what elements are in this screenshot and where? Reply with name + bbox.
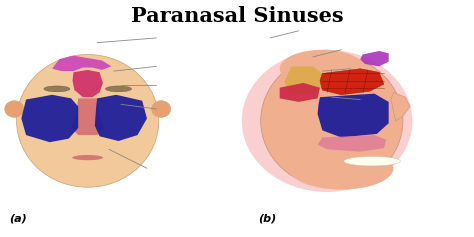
Ellipse shape	[242, 50, 412, 192]
Ellipse shape	[44, 86, 70, 92]
Ellipse shape	[105, 86, 131, 92]
Ellipse shape	[72, 155, 103, 160]
Polygon shape	[280, 83, 320, 102]
Polygon shape	[52, 56, 111, 71]
Text: (b): (b)	[258, 214, 277, 223]
Polygon shape	[21, 95, 78, 142]
Ellipse shape	[344, 156, 401, 166]
Ellipse shape	[280, 50, 365, 88]
Polygon shape	[320, 69, 384, 95]
Ellipse shape	[289, 147, 393, 190]
Ellipse shape	[5, 101, 24, 117]
Ellipse shape	[261, 55, 403, 187]
Ellipse shape	[28, 73, 62, 140]
Polygon shape	[73, 70, 103, 97]
Polygon shape	[318, 94, 389, 137]
Ellipse shape	[17, 55, 159, 187]
Polygon shape	[71, 98, 104, 135]
Text: (a): (a)	[9, 214, 27, 223]
Polygon shape	[318, 135, 386, 152]
Polygon shape	[391, 92, 410, 121]
Polygon shape	[95, 95, 147, 141]
Ellipse shape	[152, 101, 171, 117]
Text: Paranasal Sinuses: Paranasal Sinuses	[131, 6, 343, 26]
Polygon shape	[284, 66, 322, 95]
Ellipse shape	[116, 90, 145, 142]
Polygon shape	[360, 51, 389, 66]
